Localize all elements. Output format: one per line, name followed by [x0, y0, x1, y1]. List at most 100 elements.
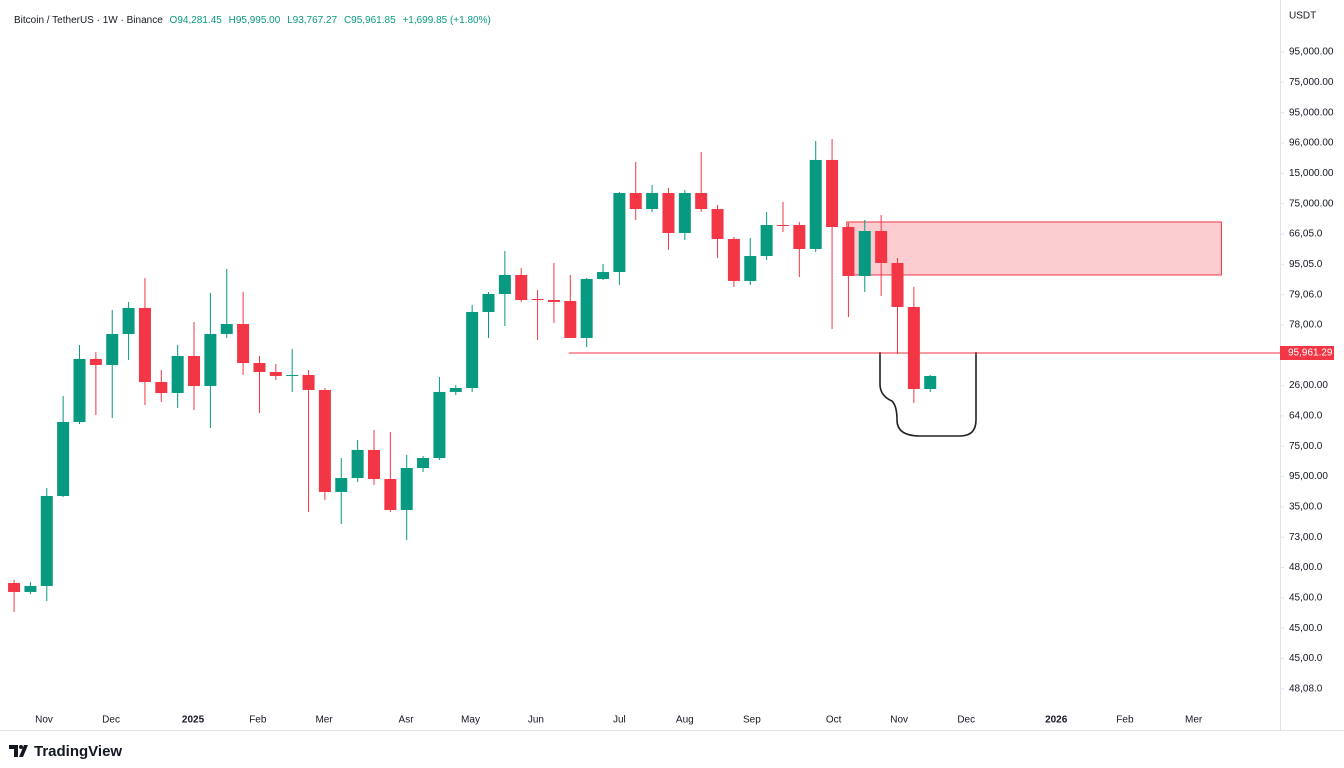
level-tag: [1280, 345, 1334, 360]
candle-body: [220, 324, 233, 334]
x-tick-label: May: [461, 715, 480, 726]
candle-body: [89, 358, 102, 365]
candle-body: [433, 391, 446, 458]
candle-body: [891, 262, 904, 307]
drawing: [879, 352, 977, 437]
x-tick-label: 2025: [182, 715, 205, 726]
x-tick-label: Dec: [102, 715, 120, 726]
candle-body: [335, 478, 348, 492]
candle-body: [122, 307, 135, 334]
y-tick-label: 95,00.00: [1289, 471, 1328, 482]
x-tick-label: Jul: [613, 715, 626, 726]
y-tick-label: 73,00.0: [1289, 532, 1323, 543]
candle-body: [237, 324, 250, 363]
candle-body: [547, 299, 560, 302]
x-tick-label: Feb: [1116, 715, 1134, 726]
y-tick-label: 45,00.0: [1289, 593, 1323, 604]
candle-body: [384, 478, 397, 511]
y-tick-label: 95,05.0: [1289, 259, 1323, 270]
unit-label: USDT: [1289, 11, 1316, 22]
candle-body: [138, 307, 151, 383]
ohlc-change: +1,699.85 (+1.80%): [402, 15, 491, 26]
candle-body: [204, 333, 217, 386]
candle-body: [711, 209, 724, 239]
candle-body: [106, 333, 119, 365]
x-tick-label: Jun: [528, 715, 544, 726]
y-tick-label: 35,00.0: [1289, 502, 1323, 513]
candle-body: [188, 356, 201, 386]
candle-body: [400, 468, 413, 511]
x-tick-label: Aug: [676, 715, 694, 726]
x-tick-label: Mer: [315, 715, 333, 726]
x-tick-label: Asr: [399, 715, 415, 726]
candle-body: [564, 300, 577, 338]
candle-body: [367, 449, 380, 479]
candle-body: [695, 193, 708, 210]
candle-body: [662, 193, 675, 233]
y-tick-label: 45,00.0: [1289, 653, 1323, 664]
candle-body: [597, 272, 610, 279]
candle-body: [73, 358, 86, 422]
candle-body: [155, 382, 168, 394]
candle-body: [417, 457, 430, 469]
candle-body: [531, 299, 544, 301]
symbol: Bitcoin / TetherUS · 1W · Binance: [14, 15, 163, 26]
ohlc-open: O94,281.45: [169, 15, 222, 26]
candle-body: [793, 225, 806, 249]
candle-body: [727, 238, 740, 281]
candle-body: [57, 421, 70, 496]
candle-body: [776, 225, 789, 227]
candle-body: [809, 159, 822, 249]
candle-body: [613, 193, 626, 273]
level-label: 95,961.29: [1288, 348, 1333, 359]
candle-body: [580, 278, 593, 338]
y-tick-label: 26,00.00: [1289, 380, 1328, 391]
brand-logo: [9, 745, 28, 757]
candle-body: [351, 449, 364, 479]
candle-body: [449, 388, 462, 392]
ohlc-low: L93,767.27: [287, 15, 338, 26]
y-tick-label: 95,000.00: [1289, 47, 1334, 58]
ohlc-high: H95,995.00: [228, 15, 281, 26]
candle-body: [842, 226, 855, 276]
y-tick-label: 48,08.0: [1289, 683, 1323, 694]
candle-body: [8, 583, 21, 592]
y-tick-label: 45,00.0: [1289, 623, 1323, 634]
y-tick-label: 96,000.00: [1289, 138, 1334, 149]
candle-body: [875, 231, 888, 263]
candle-body: [466, 311, 479, 389]
candle-body: [907, 306, 920, 390]
y-tick-label: 48,00.0: [1289, 562, 1323, 573]
candle-body: [646, 193, 659, 210]
y-tick-label: 95,000.00: [1289, 107, 1334, 118]
candle-body: [678, 193, 691, 233]
candle-body: [253, 362, 266, 373]
y-tick-label: 75,000.00: [1289, 77, 1334, 88]
y-tick-label: 66,05.0: [1289, 229, 1323, 240]
candle-body: [302, 374, 315, 390]
x-tick-label: Nov: [35, 715, 53, 726]
candle-body: [744, 256, 757, 281]
y-tick-label: 75,000.00: [1289, 198, 1334, 209]
candle-body: [924, 375, 937, 390]
x-tick-label: Oct: [826, 715, 842, 726]
candle-body: [286, 374, 299, 376]
brand: TradingView: [34, 743, 122, 760]
candle-body: [40, 495, 53, 586]
candle-body: [629, 193, 642, 210]
y-tick-label: 15,000.00: [1289, 168, 1334, 179]
candle-body: [171, 356, 184, 394]
candle-body: [826, 159, 839, 227]
candle-body: [482, 294, 495, 312]
x-tick-label: Dec: [957, 715, 975, 726]
candle-body: [515, 274, 528, 300]
x-tick-label: 2026: [1045, 715, 1068, 726]
candle-body: [318, 389, 331, 492]
ohlc-close: C95,961.85: [343, 15, 396, 26]
y-tick-label: 78,00.0: [1289, 320, 1323, 331]
candle-body: [498, 274, 511, 295]
symbol-header: Bitcoin / TetherUS · 1W · Binance O94,28…: [14, 15, 495, 26]
x-tick-label: Mer: [1185, 715, 1203, 726]
x-tick-label: Feb: [249, 715, 267, 726]
